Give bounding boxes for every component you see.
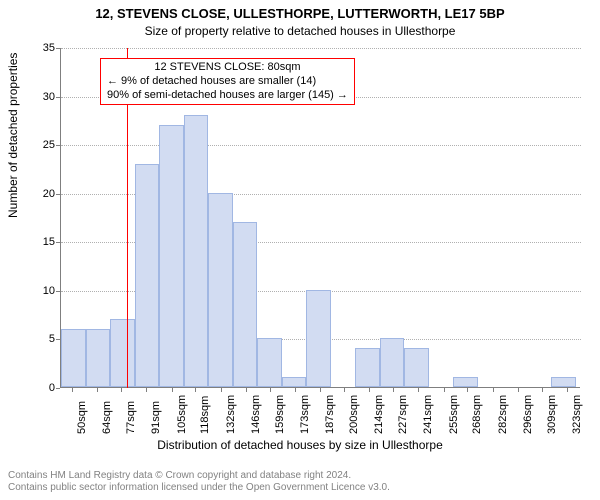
x-tick-label: 105sqm — [176, 395, 188, 434]
y-tick-mark — [56, 145, 60, 146]
footer-line2: Contains public sector information licen… — [8, 482, 390, 494]
x-tick-label: 227sqm — [397, 395, 409, 434]
x-tick-mark — [270, 388, 271, 392]
y-tick-label: 30 — [25, 91, 55, 103]
x-tick-mark — [444, 388, 445, 392]
x-tick-mark — [467, 388, 468, 392]
x-tick-mark — [195, 388, 196, 392]
y-tick-label: 25 — [25, 139, 55, 151]
x-tick-mark — [493, 388, 494, 392]
x-tick-label: 309sqm — [546, 395, 558, 434]
x-tick-label: 268sqm — [471, 395, 483, 434]
x-tick-label: 214sqm — [373, 395, 385, 434]
y-tick-label: 35 — [25, 42, 55, 54]
histogram-bar — [355, 348, 380, 387]
y-tick-mark — [56, 339, 60, 340]
y-axis-label: Number of detached properties — [6, 53, 20, 218]
histogram-bar — [404, 348, 429, 387]
y-tick-label: 20 — [25, 188, 55, 200]
x-tick-label: 173sqm — [299, 395, 311, 434]
histogram-bar — [184, 115, 209, 387]
x-tick-mark — [97, 388, 98, 392]
x-tick-label: 159sqm — [274, 395, 286, 434]
x-tick-mark — [418, 388, 419, 392]
y-tick-mark — [56, 194, 60, 195]
x-tick-label: 132sqm — [225, 395, 237, 434]
x-tick-label: 91sqm — [150, 401, 162, 434]
y-tick-label: 0 — [25, 382, 55, 394]
gridline — [61, 48, 581, 49]
x-tick-label: 187sqm — [324, 395, 336, 434]
footer-line1: Contains HM Land Registry data © Crown c… — [8, 470, 390, 482]
histogram-bar — [282, 377, 307, 387]
x-tick-label: 241sqm — [422, 395, 434, 434]
chart-title-line2: Size of property relative to detached ho… — [0, 24, 600, 38]
histogram-bar — [61, 329, 86, 387]
x-tick-label: 323sqm — [571, 395, 583, 434]
y-tick-label: 5 — [25, 333, 55, 345]
chart-container: 12, STEVENS CLOSE, ULLESTHORPE, LUTTERWO… — [0, 0, 600, 500]
x-tick-mark — [369, 388, 370, 392]
histogram-bar — [208, 193, 233, 387]
histogram-bar — [110, 319, 135, 387]
x-tick-mark — [393, 388, 394, 392]
x-tick-mark — [172, 388, 173, 392]
y-tick-label: 15 — [25, 236, 55, 248]
y-tick-label: 10 — [25, 285, 55, 297]
histogram-bar — [257, 338, 282, 387]
x-tick-label: 64sqm — [101, 401, 113, 434]
x-tick-mark — [221, 388, 222, 392]
x-tick-mark — [146, 388, 147, 392]
footer-attribution: Contains HM Land Registry data © Crown c… — [8, 470, 390, 494]
histogram-bar — [86, 329, 111, 387]
x-tick-mark — [246, 388, 247, 392]
x-tick-label: 118sqm — [199, 396, 211, 434]
gridline — [61, 145, 581, 146]
histogram-bar — [380, 338, 405, 387]
x-tick-mark — [320, 388, 321, 392]
histogram-bar — [453, 377, 478, 387]
x-tick-label: 296sqm — [522, 395, 534, 434]
x-tick-mark — [121, 388, 122, 392]
x-tick-label: 50sqm — [76, 401, 88, 434]
x-tick-mark — [295, 388, 296, 392]
x-tick-mark — [72, 388, 73, 392]
x-tick-mark — [567, 388, 568, 392]
y-tick-mark — [56, 291, 60, 292]
x-tick-mark — [518, 388, 519, 392]
y-tick-mark — [56, 388, 60, 389]
y-tick-mark — [56, 242, 60, 243]
histogram-bar — [306, 290, 331, 387]
annotation-line: ← 9% of detached houses are smaller (14) — [107, 75, 348, 89]
x-tick-label: 255sqm — [448, 395, 460, 434]
annotation-box: 12 STEVENS CLOSE: 80sqm← 9% of detached … — [100, 58, 355, 105]
x-tick-mark — [344, 388, 345, 392]
x-tick-label: 200sqm — [348, 395, 360, 434]
x-tick-label: 77sqm — [125, 401, 137, 434]
chart-title-line1: 12, STEVENS CLOSE, ULLESTHORPE, LUTTERWO… — [0, 6, 600, 21]
annotation-line: 90% of semi-detached houses are larger (… — [107, 89, 348, 103]
annotation-line: 12 STEVENS CLOSE: 80sqm — [107, 61, 348, 75]
y-tick-mark — [56, 48, 60, 49]
x-tick-label: 282sqm — [497, 395, 509, 434]
x-tick-label: 146sqm — [250, 395, 262, 434]
histogram-bar — [233, 222, 258, 387]
x-tick-mark — [542, 388, 543, 392]
y-tick-mark — [56, 97, 60, 98]
x-axis-label: Distribution of detached houses by size … — [0, 438, 600, 452]
histogram-bar — [551, 377, 576, 387]
histogram-bar — [135, 164, 160, 387]
histogram-bar — [159, 125, 184, 387]
